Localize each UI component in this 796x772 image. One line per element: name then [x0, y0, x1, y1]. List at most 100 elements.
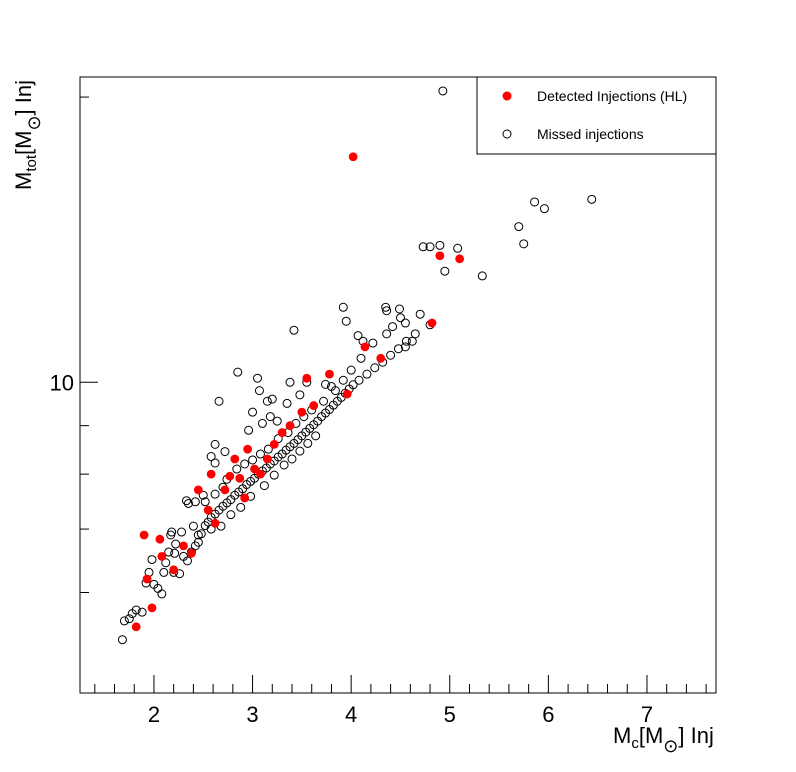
legend-label-detected: Detected Injections (HL)	[537, 88, 687, 104]
detected-point	[302, 373, 312, 383]
missed-point	[263, 444, 273, 454]
missed-point	[183, 498, 193, 508]
data-points	[117, 86, 597, 645]
missed-point	[303, 438, 313, 448]
missed-point	[395, 313, 405, 323]
x-tick-label: 5	[444, 702, 456, 727]
missed-point	[425, 242, 435, 252]
missed-point	[285, 377, 295, 387]
detected-point	[142, 574, 152, 584]
detected-point	[325, 369, 334, 379]
missed-point	[177, 527, 187, 537]
missed-point	[348, 380, 358, 390]
missed-point	[341, 316, 351, 326]
missed-point	[210, 439, 220, 449]
missed-point	[295, 390, 305, 400]
missed-point	[200, 497, 210, 507]
missed-point	[164, 547, 174, 557]
legend-marker-detected	[502, 91, 512, 101]
missed-point	[259, 481, 269, 491]
missed-point	[193, 530, 203, 540]
missed-point	[400, 318, 410, 328]
missed-point	[255, 449, 265, 459]
missed-point	[214, 396, 224, 406]
missed-point	[368, 338, 378, 348]
missed-point	[232, 464, 242, 474]
missed-point	[381, 302, 391, 312]
missed-point	[182, 556, 192, 566]
missed-point	[269, 470, 279, 480]
missed-point	[233, 367, 243, 377]
detected-point	[203, 505, 213, 515]
missed-point	[181, 496, 191, 506]
detected-point	[455, 254, 465, 264]
legend-box	[476, 76, 717, 155]
detected-point	[147, 603, 157, 613]
missed-point	[240, 459, 250, 469]
missed-point	[188, 521, 198, 531]
missed-point	[453, 243, 463, 253]
x-tick-label: 7	[641, 702, 653, 727]
missed-point	[353, 331, 363, 341]
missed-point	[418, 242, 428, 252]
missed-point	[193, 537, 203, 547]
missed-point	[407, 336, 417, 346]
missed-point	[254, 386, 264, 396]
detected-point	[179, 541, 188, 551]
missed-point	[440, 266, 450, 276]
missed-point	[282, 398, 292, 408]
x-tick-label: 3	[246, 702, 258, 727]
x-tick-label: 4	[345, 702, 357, 727]
detected-point	[277, 428, 287, 437]
missed-point	[394, 304, 404, 314]
missed-point	[393, 344, 403, 354]
missed-point	[435, 240, 445, 250]
detected-point	[139, 530, 149, 540]
missed-point	[289, 325, 299, 335]
detected-point	[187, 548, 196, 558]
missed-point	[382, 306, 392, 316]
missed-point	[400, 342, 410, 352]
detected-point	[435, 251, 445, 261]
detected-point	[243, 444, 253, 454]
detected-point	[131, 622, 141, 632]
missed-point	[159, 567, 169, 577]
x-axis-title: Mc[M⊙] Inj	[613, 723, 714, 756]
missed-point	[346, 365, 356, 375]
missed-point	[166, 530, 176, 540]
missed-point	[362, 369, 372, 379]
missed-point	[157, 589, 167, 599]
x-tick-label: 6	[542, 702, 554, 727]
missed-point	[477, 271, 487, 281]
missed-point	[210, 458, 220, 468]
missed-point	[279, 460, 289, 470]
detected-point	[376, 353, 386, 363]
detected-point	[262, 454, 272, 464]
missed-point	[311, 431, 321, 441]
missed-point	[295, 446, 305, 456]
detected-point	[193, 485, 203, 495]
detected-point	[309, 401, 319, 410]
missed-point	[198, 490, 208, 500]
legend-marker-missed	[502, 129, 512, 139]
missed-point	[338, 302, 348, 312]
missed-point	[530, 197, 540, 207]
missed-point	[514, 222, 524, 232]
missed-point	[226, 510, 236, 520]
detected-point	[269, 439, 279, 449]
missed-point	[539, 204, 549, 214]
detected-point	[297, 407, 307, 417]
missed-point	[244, 425, 254, 435]
missed-point	[326, 381, 336, 391]
missed-point	[248, 407, 258, 417]
detected-point	[250, 464, 259, 474]
detected-point	[206, 469, 216, 479]
detected-point	[155, 534, 165, 544]
missed-point	[190, 497, 200, 507]
missed-point	[147, 555, 157, 565]
plot-frame	[79, 76, 717, 694]
missed-point	[262, 396, 272, 406]
detected-point	[285, 421, 295, 431]
detected-point	[342, 389, 352, 399]
